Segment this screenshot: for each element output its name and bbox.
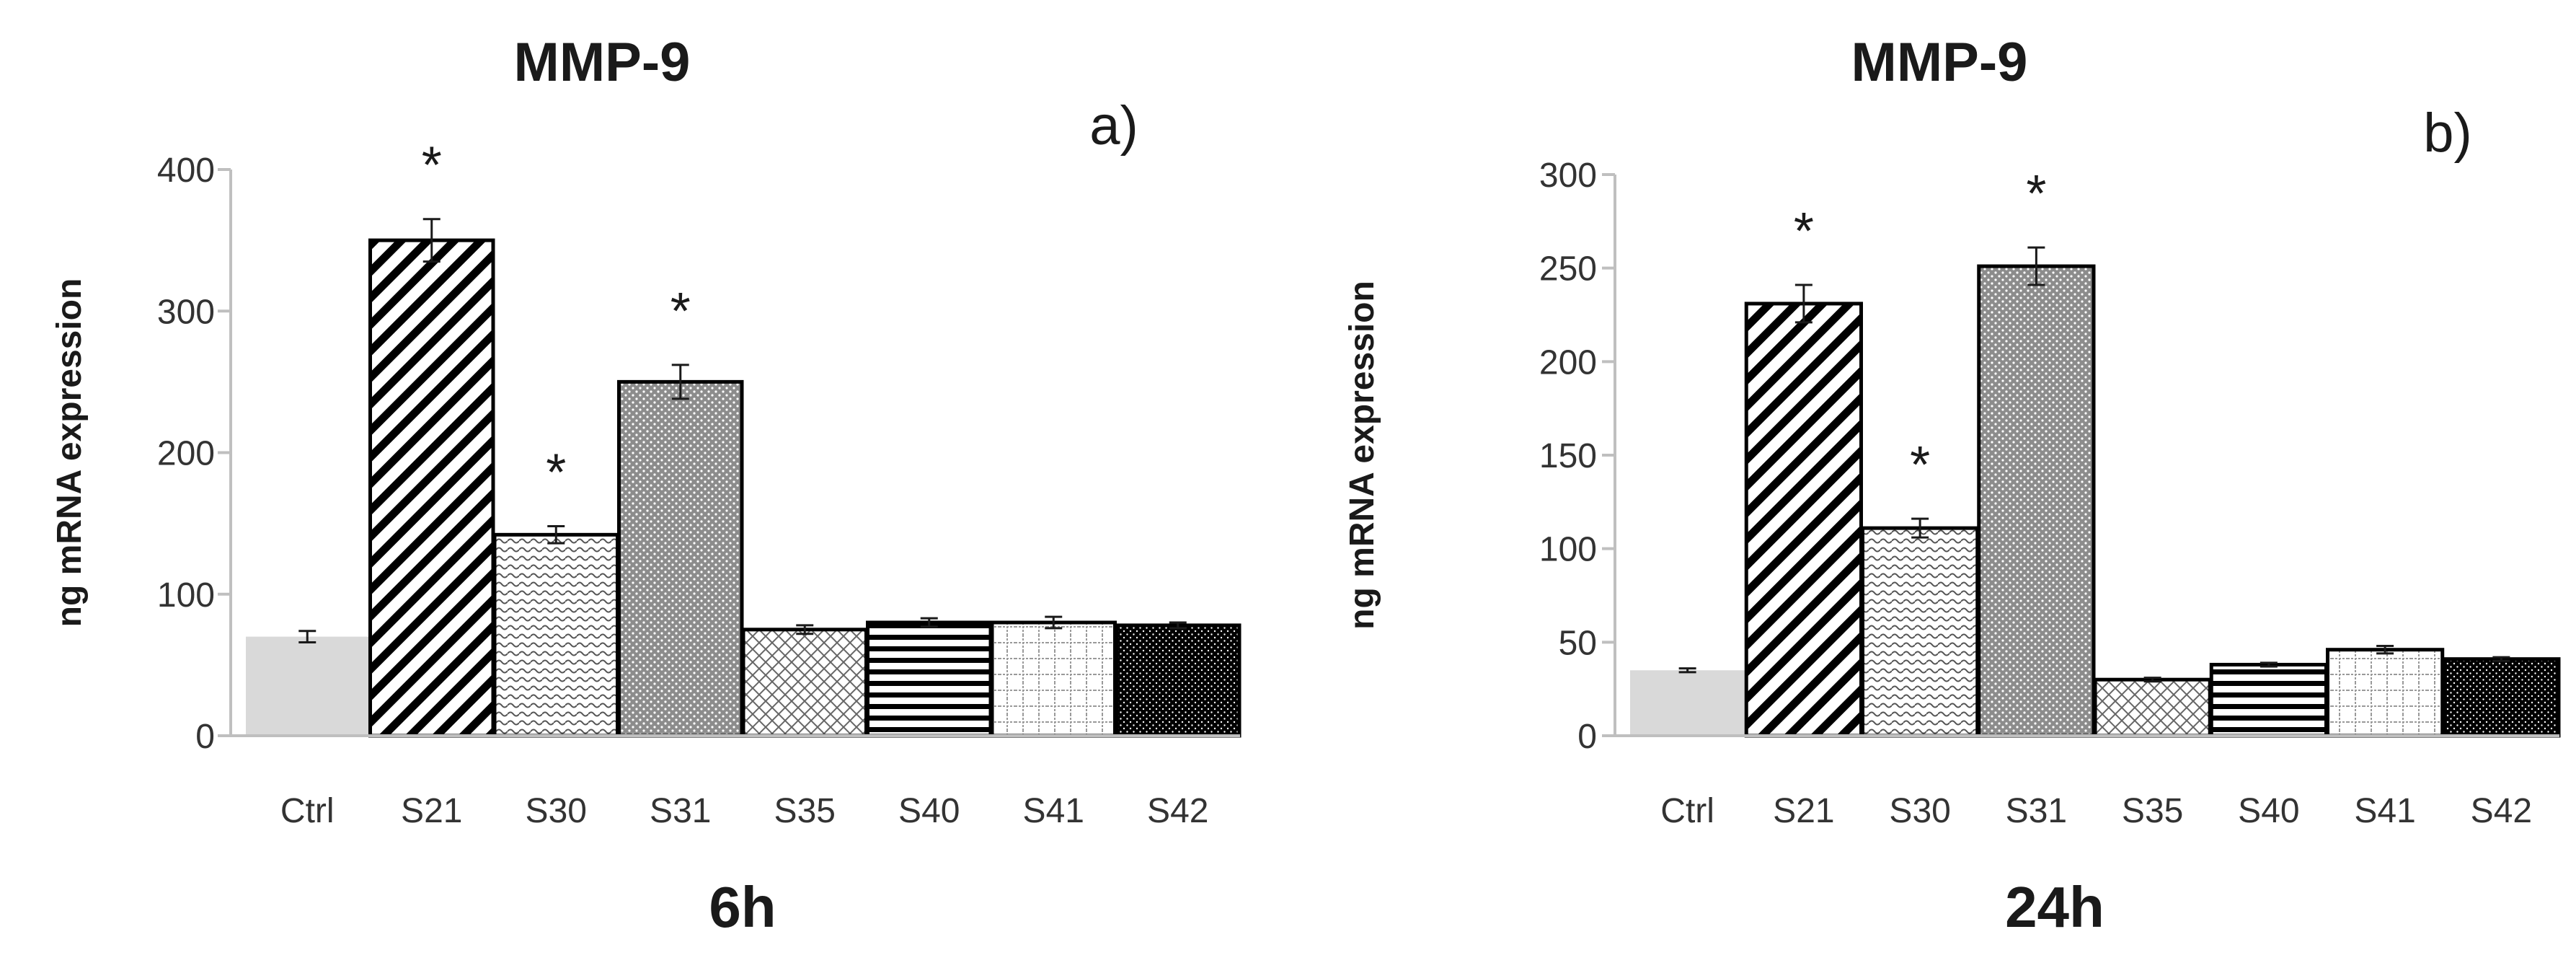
chart-title: MMP-9 [1851, 32, 2028, 93]
y-tick-label: 200 [157, 435, 215, 473]
bar-S40 [2209, 662, 2328, 738]
significance-marker: * [1910, 436, 1930, 494]
x-tick-label: S40 [2238, 792, 2299, 830]
x-axis-label: 6h [709, 875, 776, 939]
bar-S31 [1977, 264, 2096, 738]
bar-S31 [617, 379, 744, 738]
y-tick-label: 200 [1539, 343, 1597, 382]
y-tick-label: 100 [1539, 531, 1597, 569]
x-tick-label: S35 [774, 792, 836, 830]
bar-S35 [2093, 677, 2212, 738]
x-tick-label: S42 [1147, 792, 1208, 830]
x-tick-label: S31 [650, 792, 711, 830]
significance-marker: * [670, 283, 691, 340]
chart-panel-1: MMP-9 b) ng mRNA expression 24h 0 50 100 150 200… [1343, 32, 2561, 939]
bar-S21 [1744, 302, 1863, 738]
y-axis-label: ng mRNA expression [1343, 281, 1381, 630]
y-axis-label: ng mRNA expression [50, 278, 89, 628]
bar-S35 [741, 628, 868, 738]
x-tick-label: S21 [1773, 792, 1834, 830]
x-tick-label: S31 [2006, 792, 2067, 830]
panel-label: b) [2423, 102, 2472, 164]
bar-S30 [492, 532, 619, 738]
y-tick-label: 100 [157, 576, 215, 615]
x-tick-label: S41 [2354, 792, 2415, 830]
y-tick-label: 300 [157, 293, 215, 331]
panel-label: a) [1089, 95, 1138, 157]
y-tick-label: 50 [1559, 624, 1597, 662]
x-tick-label: S40 [898, 792, 960, 830]
x-axis-label: 24h [2005, 875, 2104, 939]
y-tick-label: 0 [195, 718, 215, 756]
x-tick-label: Ctrl [280, 792, 335, 830]
y-tick-label: 0 [1577, 718, 1597, 756]
bar-S42 [1115, 623, 1241, 738]
x-tick-label: S30 [1889, 792, 1950, 830]
x-tick-label: S35 [2122, 792, 2183, 830]
y-tick-label: 250 [1539, 250, 1597, 289]
y-tick-label: 400 [157, 151, 215, 190]
bar-S30 [1861, 526, 1980, 738]
x-tick-label: S42 [2471, 792, 2532, 830]
x-tick-label: Ctrl [1660, 792, 1714, 830]
significance-marker: * [1794, 203, 1814, 260]
bar-S21 [368, 238, 495, 738]
chart-panel-0: MMP-9 a) ng mRNA expression 6h 0 100 200 300 400… [50, 32, 1241, 939]
bar-S40 [866, 620, 993, 738]
chart-title: MMP-9 [514, 32, 691, 93]
y-tick-label: 150 [1539, 437, 1597, 475]
bar-S41 [2326, 648, 2445, 738]
bar-S42 [2442, 657, 2561, 738]
bar-S41 [990, 620, 1117, 738]
x-tick-label: S21 [401, 792, 462, 830]
significance-marker: * [2026, 165, 2046, 223]
significance-marker: * [422, 137, 442, 195]
bar-Ctrl [1630, 670, 1745, 736]
significance-marker: * [546, 444, 566, 502]
bar-Ctrl [246, 636, 369, 736]
x-tick-label: S30 [526, 792, 587, 830]
y-tick-label: 300 [1539, 157, 1597, 195]
x-tick-label: S41 [1023, 792, 1084, 830]
